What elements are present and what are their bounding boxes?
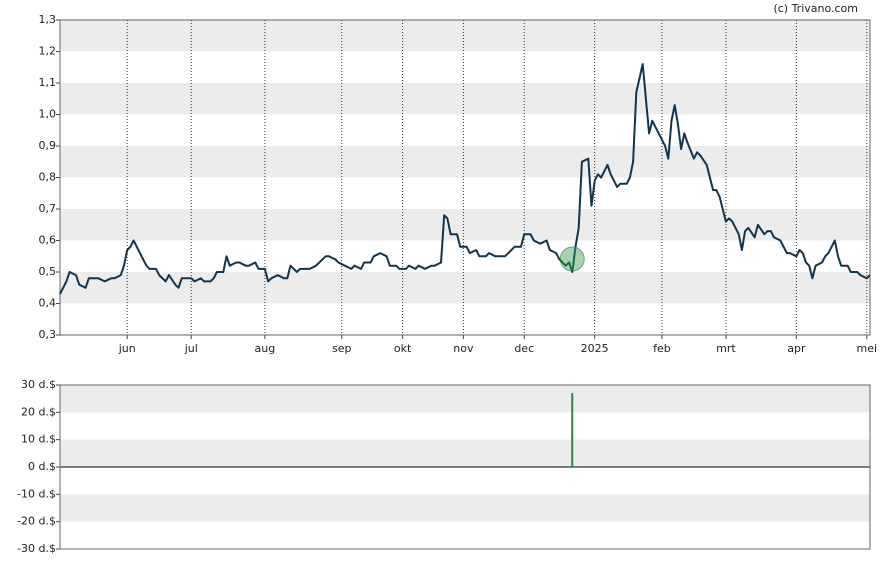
x-tick-label: apr (787, 342, 806, 355)
grid-band (60, 385, 870, 413)
y-tick-label: -20 d.$ (17, 515, 56, 528)
bar (571, 393, 574, 467)
grid-band (60, 494, 870, 522)
x-tick-label: aug (255, 342, 276, 355)
y-tick-label: 0,7 (39, 202, 57, 215)
y-tick-label: 1,1 (39, 76, 57, 89)
y-tick-label: 0,9 (39, 139, 57, 152)
y-tick-label: 10 d.$ (21, 433, 56, 446)
x-tick-label: okt (394, 342, 412, 355)
credit: (c) Trivano.com (773, 2, 858, 15)
grid-band (60, 83, 870, 115)
y-tick-label: 1,3 (39, 13, 57, 26)
y-tick-label: -10 d.$ (17, 487, 56, 500)
price-line (59, 63, 871, 295)
grid-band (60, 439, 870, 467)
y-tick-label: 20 d.$ (21, 405, 56, 418)
y-tick-label: 30 d.$ (21, 378, 56, 391)
y-tick-label: 1,0 (39, 108, 57, 121)
y-tick-label: 0,6 (39, 234, 57, 247)
x-tick-label: jul (184, 342, 198, 355)
x-tick-label: sep (332, 342, 351, 355)
grid-band (60, 20, 870, 52)
x-tick-label: feb (653, 342, 671, 355)
grid-band (60, 146, 870, 178)
x-tick-label: jun (118, 342, 136, 355)
x-tick-label: dec (514, 342, 534, 355)
y-tick-label: 0,4 (39, 297, 57, 310)
plot-frame (59, 384, 871, 550)
grid-band (60, 209, 870, 241)
y-tick-label: 1,2 (39, 45, 57, 58)
y-tick-label: 0,8 (39, 171, 57, 184)
grid-band (60, 272, 870, 304)
x-tick-label: mrt (716, 342, 736, 355)
y-tick-label: 0 d.$ (28, 460, 56, 473)
y-tick-label: 0,5 (39, 265, 57, 278)
x-tick-label: 2025 (581, 342, 609, 355)
trade-marker (559, 246, 585, 272)
y-tick-label: 0,3 (39, 328, 57, 341)
x-tick-label: nov (453, 342, 474, 355)
x-tick-label: mei (857, 342, 878, 355)
y-tick-label: -30 d.$ (17, 542, 56, 555)
plot-frame (59, 19, 871, 336)
